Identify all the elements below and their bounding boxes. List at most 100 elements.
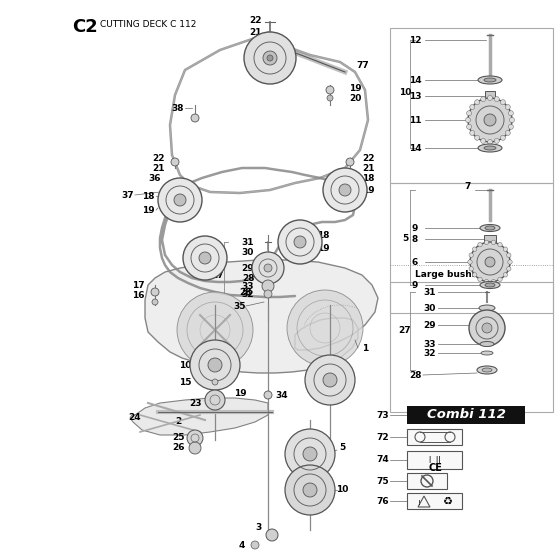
Text: 18: 18 bbox=[317, 231, 329, 240]
Circle shape bbox=[482, 323, 492, 333]
Bar bbox=[390, 183, 553, 313]
Circle shape bbox=[208, 358, 222, 372]
Circle shape bbox=[158, 178, 202, 222]
Circle shape bbox=[484, 240, 489, 245]
Circle shape bbox=[323, 168, 367, 212]
Circle shape bbox=[252, 252, 284, 284]
Text: 21: 21 bbox=[152, 164, 164, 172]
Circle shape bbox=[468, 260, 472, 264]
Ellipse shape bbox=[485, 283, 495, 287]
Circle shape bbox=[151, 288, 159, 296]
Text: 10: 10 bbox=[336, 486, 348, 494]
Circle shape bbox=[191, 114, 199, 122]
Circle shape bbox=[327, 95, 333, 101]
Text: 32: 32 bbox=[242, 290, 254, 298]
Circle shape bbox=[494, 138, 500, 143]
Circle shape bbox=[303, 447, 317, 461]
Polygon shape bbox=[130, 398, 268, 435]
Text: 29: 29 bbox=[424, 320, 436, 329]
Text: 20: 20 bbox=[349, 94, 361, 102]
Circle shape bbox=[264, 290, 272, 298]
Circle shape bbox=[177, 292, 253, 368]
Circle shape bbox=[466, 111, 472, 116]
Circle shape bbox=[508, 260, 512, 264]
Bar bbox=[485, 91, 495, 99]
Circle shape bbox=[485, 257, 495, 267]
Circle shape bbox=[183, 236, 227, 280]
Circle shape bbox=[508, 124, 514, 129]
Text: 3: 3 bbox=[255, 524, 261, 533]
Text: 30: 30 bbox=[424, 304, 436, 312]
Text: 31: 31 bbox=[424, 287, 436, 296]
Text: 22: 22 bbox=[152, 153, 164, 162]
Bar bbox=[390, 282, 553, 412]
Text: 35: 35 bbox=[234, 301, 246, 310]
Circle shape bbox=[470, 242, 510, 282]
Text: 5: 5 bbox=[402, 234, 408, 242]
Circle shape bbox=[484, 114, 496, 126]
Text: 76: 76 bbox=[377, 497, 389, 506]
Ellipse shape bbox=[480, 282, 500, 288]
Circle shape bbox=[503, 247, 507, 251]
Text: 6: 6 bbox=[412, 258, 418, 267]
Circle shape bbox=[287, 290, 363, 366]
Text: C2: C2 bbox=[72, 18, 98, 36]
Text: 18: 18 bbox=[142, 192, 154, 200]
Circle shape bbox=[190, 340, 240, 390]
Text: 14: 14 bbox=[409, 76, 421, 85]
Text: 15: 15 bbox=[179, 377, 192, 386]
Circle shape bbox=[346, 158, 354, 166]
Text: 22: 22 bbox=[249, 16, 262, 25]
Circle shape bbox=[494, 96, 500, 101]
Text: 21: 21 bbox=[362, 164, 374, 172]
Circle shape bbox=[212, 379, 218, 385]
Text: 72: 72 bbox=[377, 432, 389, 441]
Text: ♻: ♻ bbox=[442, 496, 452, 506]
Text: 37: 37 bbox=[122, 190, 134, 199]
Text: 21: 21 bbox=[249, 27, 262, 36]
Circle shape bbox=[262, 280, 274, 292]
Circle shape bbox=[469, 267, 473, 271]
Circle shape bbox=[498, 277, 502, 282]
Text: 73: 73 bbox=[377, 410, 389, 419]
Circle shape bbox=[294, 236, 306, 248]
Text: 19: 19 bbox=[362, 185, 374, 194]
Text: 27: 27 bbox=[399, 325, 411, 334]
Circle shape bbox=[488, 96, 492, 100]
Circle shape bbox=[171, 158, 179, 166]
Text: 19: 19 bbox=[317, 244, 329, 253]
Circle shape bbox=[251, 541, 259, 549]
Ellipse shape bbox=[478, 76, 502, 84]
Text: 28: 28 bbox=[409, 371, 421, 380]
Ellipse shape bbox=[480, 225, 500, 231]
Text: 24: 24 bbox=[129, 413, 141, 422]
Circle shape bbox=[480, 138, 486, 143]
Text: 11: 11 bbox=[409, 115, 421, 124]
Circle shape bbox=[501, 136, 506, 141]
Text: 13: 13 bbox=[409, 91, 421, 100]
Text: 28: 28 bbox=[239, 287, 251, 296]
Text: 18: 18 bbox=[362, 174, 374, 183]
Text: !: ! bbox=[418, 500, 421, 506]
Circle shape bbox=[264, 264, 272, 272]
Text: 33: 33 bbox=[424, 339, 436, 348]
Circle shape bbox=[474, 136, 479, 141]
Text: 17: 17 bbox=[132, 281, 144, 290]
FancyBboxPatch shape bbox=[407, 406, 525, 424]
Circle shape bbox=[264, 391, 272, 399]
Circle shape bbox=[473, 247, 477, 251]
Circle shape bbox=[498, 242, 502, 247]
Circle shape bbox=[326, 86, 334, 94]
Ellipse shape bbox=[484, 146, 496, 150]
Text: 23: 23 bbox=[189, 399, 201, 408]
Text: 9: 9 bbox=[412, 281, 418, 290]
Bar bbox=[407, 493, 462, 509]
Text: 29: 29 bbox=[242, 264, 254, 273]
Text: 10: 10 bbox=[399, 87, 411, 96]
Circle shape bbox=[187, 430, 203, 446]
Circle shape bbox=[469, 253, 473, 258]
Polygon shape bbox=[145, 260, 378, 373]
Ellipse shape bbox=[480, 342, 494, 347]
Ellipse shape bbox=[479, 305, 495, 311]
Text: 30: 30 bbox=[242, 248, 254, 256]
